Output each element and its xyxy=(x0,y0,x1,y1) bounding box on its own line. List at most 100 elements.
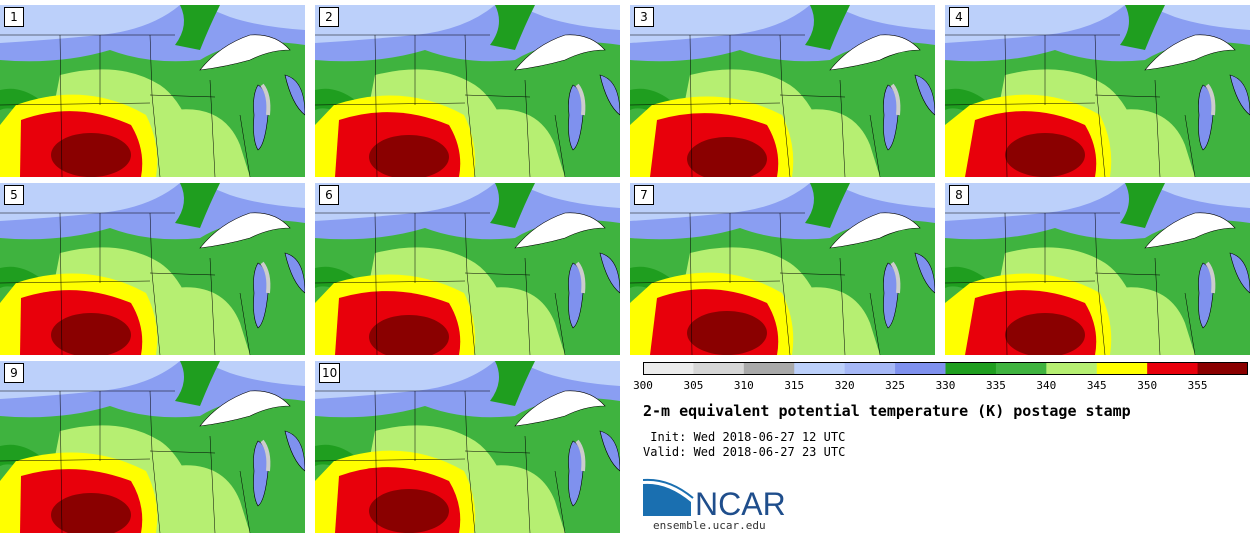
boundary-line xyxy=(524,257,531,355)
colorbar-tick-label: 325 xyxy=(885,379,906,392)
boundary-line xyxy=(1004,34,1008,177)
init-time: Init: Wed 2018-06-27 12 UTC xyxy=(643,430,846,444)
website-url: ensemble.ucar.edu xyxy=(653,519,766,532)
boundary-line xyxy=(630,280,781,284)
boundary-line xyxy=(464,272,531,276)
member-panel-8: 8 xyxy=(945,183,1250,355)
valid-time: Valid: Wed 2018-06-27 23 UTC xyxy=(643,445,846,459)
colorbar-swatch xyxy=(1147,362,1199,375)
field-darkred xyxy=(51,493,131,533)
lake-superior xyxy=(199,390,291,427)
colorbar-tick-label: 300 xyxy=(633,379,653,392)
colorbar-tick-label: 305 xyxy=(683,379,704,392)
colorbar-swatch xyxy=(1197,362,1248,375)
field-darkred xyxy=(51,133,131,177)
boundary-line xyxy=(1004,212,1008,355)
boundary-line xyxy=(374,34,378,177)
boundary-line xyxy=(315,458,466,462)
boundary-line xyxy=(869,114,881,177)
boundary-line xyxy=(945,280,1096,284)
boundary-line xyxy=(524,79,531,177)
colorbar-swatch xyxy=(693,362,745,375)
lake-superior xyxy=(1144,212,1236,249)
colorbar-swatch xyxy=(945,362,997,375)
colorbar-tick-label: 330 xyxy=(935,379,956,392)
colorbar-tick-label: 350 xyxy=(1137,379,1158,392)
boundary-line xyxy=(554,292,566,355)
colorbar-swatch xyxy=(1046,362,1098,375)
member-label: 8 xyxy=(949,185,969,205)
boundary-line xyxy=(59,390,63,533)
member-panel-1: 1 xyxy=(0,5,305,177)
lake-superior xyxy=(199,34,291,71)
colorbar-tick-label: 315 xyxy=(784,379,805,392)
lake-superior xyxy=(514,390,606,427)
member-label: 3 xyxy=(634,7,654,27)
boundary-line xyxy=(149,272,216,276)
lake-superior xyxy=(514,212,606,249)
field-darkred xyxy=(1005,133,1085,177)
member-panel-4: 4 xyxy=(945,5,1250,177)
boundary-line xyxy=(945,102,1096,106)
member-label: 7 xyxy=(634,185,654,205)
boundary-line xyxy=(630,102,781,106)
boundary-line xyxy=(689,34,693,177)
boundary-line xyxy=(554,470,566,533)
colorbar-swatch xyxy=(844,362,896,375)
member-label: 6 xyxy=(319,185,339,205)
boundary-line xyxy=(839,257,846,355)
boundary-line xyxy=(0,458,151,462)
boundary-line xyxy=(1184,114,1196,177)
member-label: 4 xyxy=(949,7,969,27)
member-panel-7: 7 xyxy=(630,183,935,355)
field-darkred xyxy=(687,311,767,355)
boundary-line xyxy=(239,470,251,533)
boundary-line xyxy=(524,435,531,533)
boundary-line xyxy=(239,292,251,355)
boundary-line xyxy=(209,435,216,533)
colorbar-tick-label: 345 xyxy=(1086,379,1107,392)
colorbar-swatch xyxy=(794,362,846,375)
field-darkred xyxy=(1005,313,1085,355)
colorbar-tick-label: 355 xyxy=(1187,379,1208,392)
field-darkred xyxy=(369,489,449,533)
boundary-line xyxy=(374,390,378,533)
boundary-line xyxy=(209,257,216,355)
colorbar-swatch xyxy=(643,362,694,375)
field-darkred xyxy=(369,135,449,177)
boundary-line xyxy=(315,102,466,106)
lake-superior xyxy=(199,212,291,249)
boundary-line xyxy=(1154,79,1161,177)
colorbar-tick-label: 320 xyxy=(834,379,855,392)
boundary-line xyxy=(779,272,846,276)
boundary-line xyxy=(59,34,63,177)
colorbar-swatch xyxy=(995,362,1047,375)
colorbar xyxy=(643,362,1248,375)
colorbar-tick-label: 335 xyxy=(985,379,1006,392)
boundary-line xyxy=(1094,272,1161,276)
member-panel-9: 9 xyxy=(0,361,305,533)
lake-superior xyxy=(829,34,921,71)
boundary-line xyxy=(1094,94,1161,98)
member-panel-2: 2 xyxy=(315,5,620,177)
boundary-line xyxy=(0,280,151,284)
member-panel-5: 5 xyxy=(0,183,305,355)
boundary-line xyxy=(374,212,378,355)
boundary-line xyxy=(239,114,251,177)
boundary-line xyxy=(149,94,216,98)
boundary-line xyxy=(464,450,531,454)
member-label: 9 xyxy=(4,363,24,383)
boundary-line xyxy=(149,450,216,454)
boundary-line xyxy=(0,102,151,106)
boundary-line xyxy=(1154,257,1161,355)
member-label: 2 xyxy=(319,7,339,27)
lake-superior xyxy=(829,212,921,249)
boundary-line xyxy=(689,212,693,355)
boundary-line xyxy=(554,114,566,177)
lake-superior xyxy=(514,34,606,71)
figure-title: 2-m equivalent potential temperature (K)… xyxy=(643,402,1131,420)
boundary-line xyxy=(839,79,846,177)
member-label: 5 xyxy=(4,185,24,205)
colorbar-swatch xyxy=(895,362,946,375)
field-darkred xyxy=(687,137,767,177)
